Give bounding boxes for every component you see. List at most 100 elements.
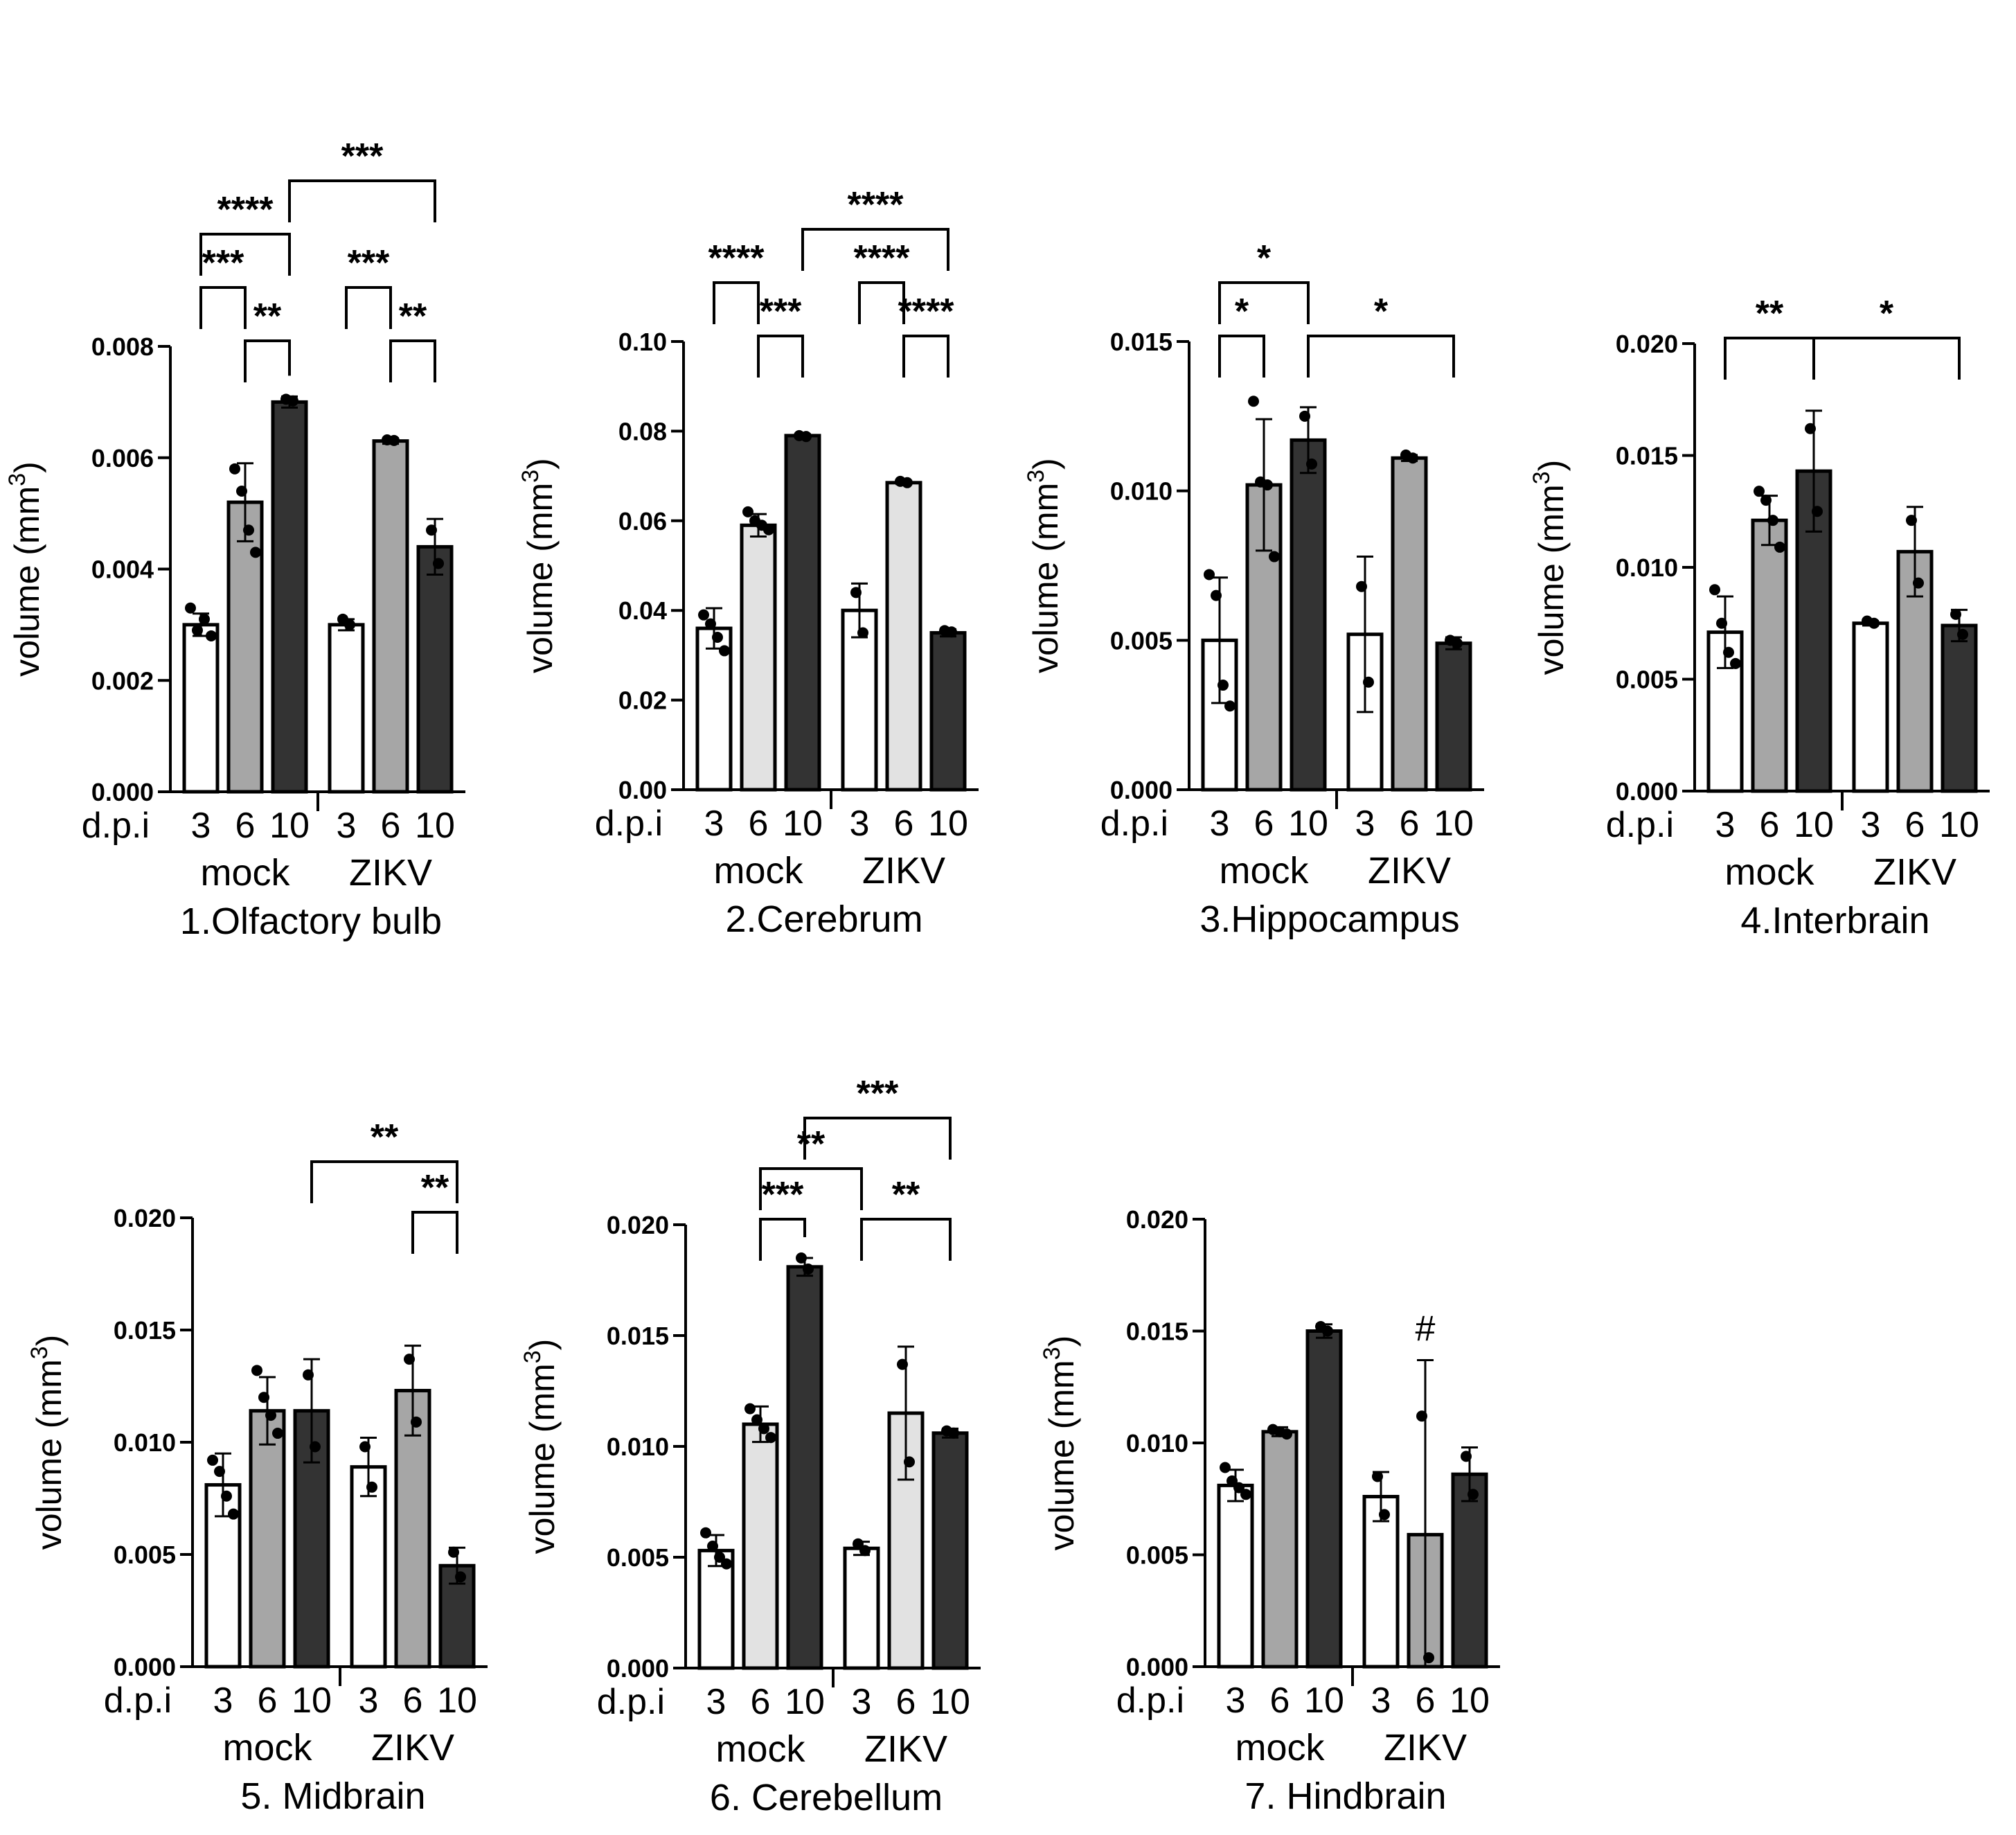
bar-ZIKV-6 (1391, 456, 1428, 792)
data-point (206, 630, 217, 641)
y-axis-label-superscript: 3 (4, 473, 30, 486)
y-axis-label-close: ) (521, 458, 560, 470)
hash-annotation: # (1416, 1309, 1436, 1349)
group-label-mock: mock (1235, 1727, 1325, 1768)
bar-ZIKV-10 (1435, 641, 1472, 792)
data-point (803, 1264, 814, 1275)
bar-mock-3 (182, 623, 220, 794)
data-point (714, 1552, 725, 1563)
bar-mock-10 (786, 1265, 823, 1670)
x-tick-label-6: 6 (258, 1681, 278, 1721)
y-axis-label: volume (mm3) (1023, 458, 1065, 673)
data-point (433, 558, 444, 569)
y-tick-label: 0.08 (618, 417, 667, 445)
x-axis-prefix: d.p.i (597, 1682, 665, 1722)
data-point (1379, 1509, 1390, 1521)
data-point (411, 1416, 422, 1428)
data-point (946, 626, 957, 638)
panel-title: 1.Olfactory bulb (180, 901, 442, 942)
significance-bracket (1218, 335, 1265, 378)
bar-ZIKV-10 (1451, 1472, 1488, 1669)
data-point (1452, 637, 1463, 649)
data-point (744, 1403, 756, 1415)
data-point (303, 1369, 314, 1381)
y-axis-label-superscript: 3 (26, 1346, 53, 1359)
group-label-zikv: ZIKV (1368, 850, 1451, 892)
data-point (1248, 396, 1259, 407)
data-point (404, 1354, 415, 1365)
y-tick-label: 0.000 (1110, 776, 1172, 804)
data-point (1220, 1462, 1231, 1473)
x-tick-label-6: 6 (894, 804, 914, 844)
y-axis-label-text: volume (mm (8, 486, 46, 677)
y-axis-label-close: ) (1026, 458, 1065, 470)
bar-mock-3 (697, 1548, 735, 1670)
data-point (250, 547, 261, 558)
x-tick-label-3: 3 (852, 1682, 872, 1722)
y-axis-label-superscript: 3 (1528, 471, 1555, 484)
data-point (214, 1466, 225, 1478)
data-point (765, 1432, 776, 1444)
y-tick-label: 0.020 (114, 1204, 176, 1232)
y-tick-label: 0.010 (114, 1428, 176, 1457)
data-point (199, 613, 210, 625)
data-point (1217, 680, 1229, 691)
data-point (1262, 479, 1273, 491)
data-point (192, 624, 203, 636)
data-point (904, 1456, 915, 1468)
y-tick-label: 0.015 (607, 1322, 669, 1350)
data-point (1211, 589, 1222, 601)
x-tick-label-3: 3 (1715, 805, 1736, 845)
bar-ZIKV-3 (1362, 1495, 1400, 1669)
y-axis-label: volume (mm3) (519, 1339, 562, 1554)
y-axis-label: volume (mm3) (1528, 460, 1571, 675)
y-tick-label: 0.005 (1110, 626, 1172, 655)
group-label-mock: mock (222, 1727, 312, 1768)
data-point (721, 1558, 732, 1570)
data-point (850, 587, 862, 599)
significance-bracket (757, 335, 804, 378)
x-tick-label-6: 6 (749, 804, 769, 844)
x-tick-label-6: 6 (1400, 804, 1420, 844)
bar-ZIKV-6 (372, 439, 409, 794)
y-axis-label: volume (mm3) (1039, 1336, 1081, 1551)
y-tick-label: 0.10 (618, 328, 667, 356)
data-point (236, 485, 247, 497)
y-tick-label: 0.04 (618, 596, 667, 625)
y-tick-label: 0.008 (91, 333, 154, 361)
data-point (243, 524, 254, 536)
data-point (801, 431, 812, 443)
data-point (265, 1410, 276, 1421)
significance-label: ** (421, 1168, 449, 1208)
y-tick-label: 0.005 (1616, 666, 1678, 694)
y-axis-label: volume (mm3) (4, 461, 46, 677)
bar-ZIKV-10 (416, 544, 454, 794)
y-tick-label: 0.010 (1616, 553, 1678, 582)
data-point (859, 1545, 871, 1557)
significance-bracket (244, 339, 291, 382)
group-label-mock: mock (200, 852, 290, 894)
significance-label: ** (371, 1117, 399, 1158)
significance-bracket (902, 335, 949, 378)
significance-bracket (288, 179, 436, 222)
y-axis-label: volume (mm3) (26, 1335, 69, 1550)
data-point (751, 1414, 762, 1426)
y-axis-label-close: ) (8, 461, 46, 473)
data-point (1723, 646, 1734, 658)
significance-label: * (1257, 238, 1272, 278)
y-tick-label: 0.002 (91, 666, 154, 695)
x-tick-label-6: 6 (1254, 804, 1274, 844)
significance-bracket (1724, 337, 1815, 380)
y-axis-label-text: volume (mm (1026, 483, 1065, 673)
data-point (1760, 495, 1772, 506)
significance-label: *** (202, 243, 244, 283)
y-tick-label: 0.015 (1616, 442, 1678, 470)
x-tick-label-3: 3 (1371, 1681, 1391, 1721)
significance-bracket (759, 1167, 863, 1210)
data-point (310, 1441, 321, 1453)
x-tick-label-10: 10 (930, 1682, 970, 1722)
y-axis-label-superscript: 3 (519, 1350, 546, 1363)
data-point (1950, 608, 1961, 620)
